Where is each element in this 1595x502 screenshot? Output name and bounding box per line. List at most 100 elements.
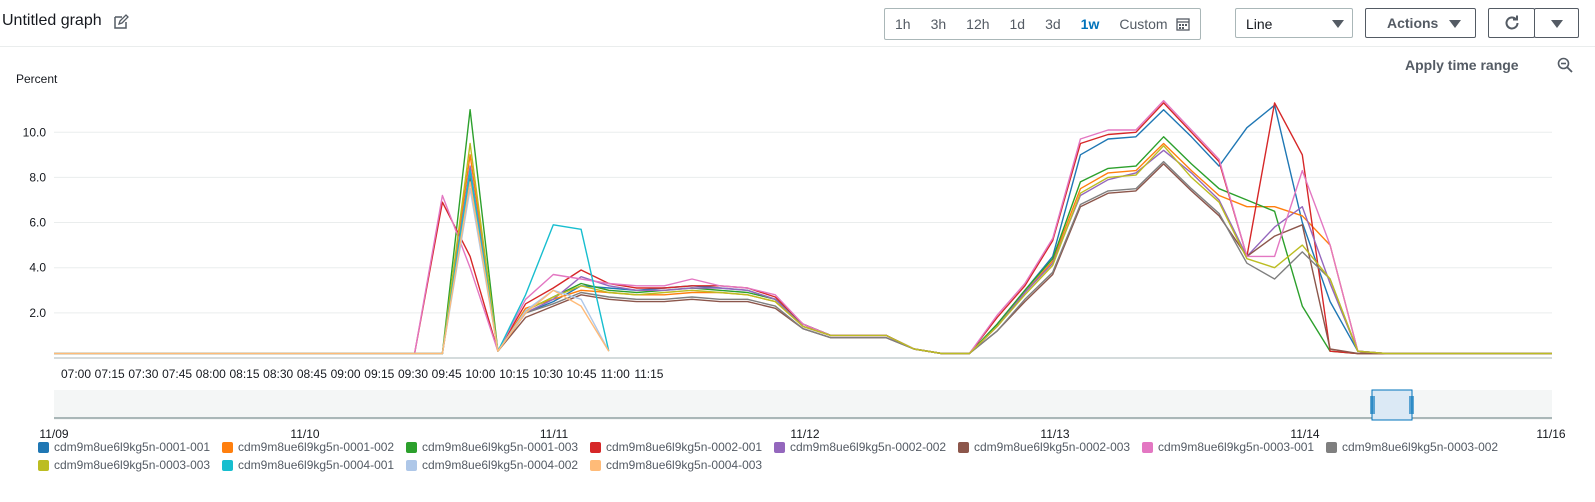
legend-label: cdm9m8ue6l9kg5n-0001-002 bbox=[238, 440, 395, 454]
legend-item[interactable]: cdm9m8ue6l9kg5n-0001-002 bbox=[222, 440, 394, 454]
overview-tick-label: 11/12 bbox=[790, 427, 819, 440]
overview-selection-window[interactable] bbox=[1371, 389, 1413, 421]
series-line bbox=[54, 181, 610, 355]
x-tick-label: 07:30 bbox=[128, 367, 158, 381]
overview-left-handle[interactable] bbox=[1370, 396, 1375, 414]
series-line bbox=[54, 102, 1552, 355]
y-tick-label: 10.0 bbox=[23, 125, 47, 139]
overview-tick-label: 11/10 bbox=[290, 427, 319, 440]
range-custom[interactable]: Custom bbox=[1109, 9, 1199, 39]
apply-time-range-button[interactable]: Apply time range bbox=[1405, 57, 1519, 73]
range-custom-label: Custom bbox=[1119, 16, 1168, 32]
legend-label: cdm9m8ue6l9kg5n-0002-001 bbox=[606, 440, 763, 454]
legend-item[interactable]: cdm9m8ue6l9kg5n-0002-001 bbox=[590, 440, 762, 454]
x-tick-label: 07:45 bbox=[162, 367, 192, 381]
chevron-down-icon bbox=[1332, 20, 1344, 28]
overview-tick-label: 11/14 bbox=[1290, 427, 1319, 440]
overview-tick-label: 11/11 bbox=[540, 427, 569, 440]
legend-swatch bbox=[590, 441, 601, 453]
series-line bbox=[54, 188, 610, 355]
y-tick-label: 2.0 bbox=[29, 306, 46, 320]
x-tick-label: 08:15 bbox=[229, 367, 259, 381]
legend-swatch bbox=[1326, 441, 1337, 453]
legend-swatch bbox=[38, 441, 49, 453]
chevron-down-icon bbox=[1551, 20, 1563, 28]
series-line bbox=[54, 109, 1552, 355]
legend-label: cdm9m8ue6l9kg5n-0001-001 bbox=[54, 440, 211, 454]
range-12h[interactable]: 12h bbox=[966, 16, 990, 32]
series-line bbox=[54, 163, 1552, 355]
legend-label: cdm9m8ue6l9kg5n-0003-003 bbox=[54, 458, 211, 472]
refresh-options-button[interactable] bbox=[1534, 8, 1579, 38]
series-line bbox=[54, 104, 1552, 355]
edit-icon[interactable] bbox=[113, 14, 129, 30]
legend-label: cdm9m8ue6l9kg5n-0004-003 bbox=[606, 458, 763, 472]
series-line bbox=[54, 142, 1552, 355]
chart-legend: cdm9m8ue6l9kg5n-0001-001 cdm9m8ue6l9kg5n-… bbox=[38, 440, 1578, 476]
series-line bbox=[54, 149, 1552, 355]
x-tick-label: 07:00 bbox=[61, 367, 91, 381]
chart-type-select[interactable]: Line bbox=[1235, 8, 1353, 38]
series-line bbox=[54, 169, 610, 355]
legend-swatch bbox=[38, 459, 49, 471]
x-tick-label: 11:15 bbox=[634, 367, 663, 381]
legend-item[interactable]: cdm9m8ue6l9kg5n-0004-003 bbox=[590, 458, 762, 472]
legend-label: cdm9m8ue6l9kg5n-0002-002 bbox=[790, 440, 947, 454]
calendar-icon bbox=[1175, 18, 1190, 31]
x-tick-label: 10:15 bbox=[499, 367, 529, 381]
legend-item[interactable]: cdm9m8ue6l9kg5n-0003-002 bbox=[1326, 440, 1498, 454]
legend-label: cdm9m8ue6l9kg5n-0003-002 bbox=[1342, 440, 1499, 454]
series-line bbox=[54, 99, 1552, 355]
actions-label: Actions bbox=[1387, 15, 1439, 31]
legend-item[interactable]: cdm9m8ue6l9kg5n-0002-003 bbox=[958, 440, 1130, 454]
legend-swatch bbox=[590, 459, 601, 471]
x-tick-label: 08:00 bbox=[196, 367, 226, 381]
legend-item[interactable]: cdm9m8ue6l9kg5n-0002-002 bbox=[774, 440, 946, 454]
x-tick-label: 10:00 bbox=[465, 367, 495, 381]
time-range-selector: 1h 3h 12h 1d 3d 1w Custom bbox=[884, 8, 1201, 40]
y-axis-label: Percent bbox=[16, 72, 58, 86]
legend-item[interactable]: cdm9m8ue6l9kg5n-0003-001 bbox=[1142, 440, 1314, 454]
refresh-icon bbox=[1505, 15, 1519, 30]
y-tick-label: 6.0 bbox=[29, 216, 46, 230]
legend-item[interactable]: cdm9m8ue6l9kg5n-0001-001 bbox=[38, 440, 210, 454]
legend-item[interactable]: cdm9m8ue6l9kg5n-0004-002 bbox=[406, 458, 578, 472]
x-tick-label: 07:15 bbox=[95, 367, 125, 381]
range-3d[interactable]: 3d bbox=[1045, 16, 1061, 32]
chevron-down-icon bbox=[1449, 20, 1461, 28]
x-tick-label: 09:15 bbox=[364, 367, 394, 381]
legend-swatch bbox=[222, 441, 233, 453]
legend-label: cdm9m8ue6l9kg5n-0002-003 bbox=[974, 440, 1131, 454]
overview-right-handle[interactable] bbox=[1409, 396, 1414, 414]
x-tick-label: 09:00 bbox=[331, 367, 361, 381]
legend-swatch bbox=[406, 459, 417, 471]
legend-swatch bbox=[774, 441, 785, 453]
range-1d[interactable]: 1d bbox=[1009, 16, 1026, 32]
x-tick-label: 08:30 bbox=[263, 367, 293, 381]
legend-item[interactable]: cdm9m8ue6l9kg5n-0001-003 bbox=[406, 440, 578, 454]
legend-label: cdm9m8ue6l9kg5n-0001-003 bbox=[422, 440, 579, 454]
overview-tick-label: 11/16 bbox=[1536, 427, 1565, 440]
legend-item[interactable]: cdm9m8ue6l9kg5n-0004-001 bbox=[222, 458, 394, 472]
range-1h[interactable]: 1h bbox=[895, 16, 911, 32]
overview-tick-label: 11/13 bbox=[1040, 427, 1069, 440]
line-chart[interactable]: 2.0 4.0 6.0 8.0 10.0 07:00 07:15 07:30 07:45 08:0… bbox=[0, 0, 1595, 440]
x-tick-label: 08:45 bbox=[297, 367, 327, 381]
series-line bbox=[54, 142, 1552, 355]
x-tick-label: 11:00 bbox=[601, 367, 630, 381]
legend-label: cdm9m8ue6l9kg5n-0004-001 bbox=[238, 458, 395, 472]
x-tick-label: 10:30 bbox=[533, 367, 563, 381]
legend-item[interactable]: cdm9m8ue6l9kg5n-0003-003 bbox=[38, 458, 210, 472]
range-1w[interactable]: 1w bbox=[1080, 16, 1100, 32]
chart-type-value: Line bbox=[1246, 16, 1273, 32]
legend-swatch bbox=[1142, 441, 1153, 453]
legend-swatch bbox=[958, 441, 969, 453]
overview-track bbox=[54, 390, 1552, 420]
x-tick-label: 09:45 bbox=[432, 367, 462, 381]
zoom-out-icon[interactable] bbox=[1557, 57, 1573, 73]
legend-swatch bbox=[406, 441, 417, 453]
graph-title: Untitled graph bbox=[2, 12, 102, 29]
range-3h[interactable]: 3h bbox=[930, 16, 947, 32]
overview-tick-label: 11/09 bbox=[39, 427, 68, 440]
actions-button[interactable]: Actions bbox=[1365, 8, 1476, 38]
